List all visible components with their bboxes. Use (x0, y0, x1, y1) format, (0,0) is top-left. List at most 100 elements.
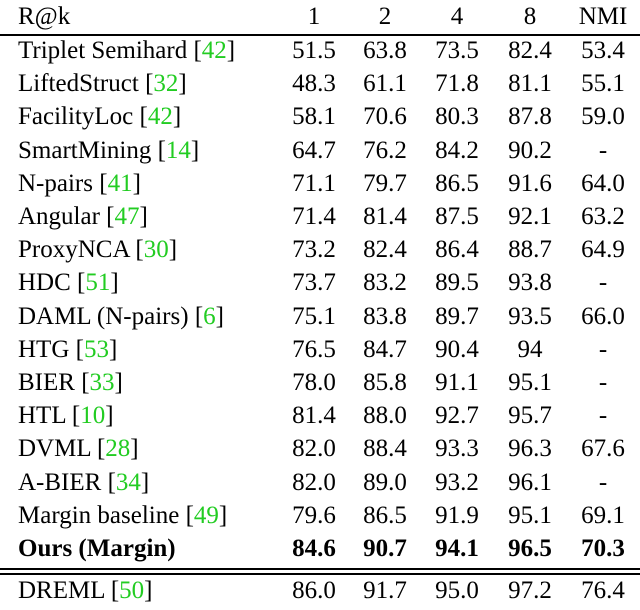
method-name: DVML [28] (18, 435, 139, 463)
table-row: Angular [47] 71.4 81.4 87.5 92.1 63.2 (0, 200, 640, 233)
table-row: LiftedStruct [32] 48.3 61.1 71.8 81.1 55.1 (0, 67, 640, 100)
header-metric: R@k (18, 3, 71, 30)
method-name: N-pairs [41] (18, 169, 141, 197)
value-cell-2: 81.4 (363, 203, 407, 230)
table-row: ProxyNCA [30] 73.2 82.4 86.4 88.7 64.9 (0, 233, 640, 266)
value-cell-2: 86.5 (363, 501, 407, 529)
header-col-nmi: NMI (578, 3, 628, 30)
method-name: Triplet Semihard [42] (18, 37, 236, 64)
header-row: R@k 1 2 4 8 NMI (0, 0, 640, 33)
value-cell-2: 82.4 (363, 236, 407, 264)
value-cell-8: 96.1 (508, 468, 552, 496)
citation-link[interactable]: 42 (201, 37, 227, 64)
method-name: HTG [53] (18, 335, 118, 363)
citation-link[interactable]: 53 (83, 335, 109, 363)
value-cell-nmi: - (598, 468, 608, 496)
value-cell-1: 81.4 (292, 402, 336, 430)
ours-val-2: 90.7 (363, 535, 407, 562)
value-cell-8: 95.1 (508, 369, 552, 396)
ours-row: Ours (Margin) 84.6 90.7 94.1 96.5 70.3 (0, 532, 640, 565)
method-name: Margin baseline [49] (18, 501, 228, 529)
table-row: N-pairs [41] 71.1 79.7 86.5 91.6 64.0 (0, 167, 640, 200)
dreml-val-1: 86.0 (292, 577, 336, 604)
value-cell-1: 82.0 (292, 468, 336, 496)
table-row: HTL [10] 81.4 88.0 92.7 95.7 - (0, 399, 640, 432)
value-cell-1: 75.1 (292, 302, 336, 330)
table-row: BIER [33] 78.0 85.8 91.1 95.1 - (0, 366, 640, 399)
citation-link[interactable]: 42 (147, 103, 173, 131)
value-cell-nmi: - (598, 402, 608, 430)
ours-val-8: 96.5 (508, 535, 552, 562)
value-cell-2: 88.0 (363, 402, 407, 430)
value-cell-8: 90.2 (508, 136, 552, 164)
value-cell-8: 94 (517, 335, 543, 363)
citation-link[interactable]: 10 (80, 402, 106, 430)
citation-link[interactable]: 51 (85, 269, 111, 297)
header-divider (0, 34, 640, 36)
dreml-val-4: 95.0 (435, 577, 479, 604)
value-cell-1: 58.1 (292, 103, 336, 131)
citation-link[interactable]: 50 (119, 577, 145, 604)
dreml-name: DREML [50] (18, 577, 153, 604)
value-cell-2: 61.1 (363, 70, 407, 98)
value-cell-4: 73.5 (435, 37, 479, 64)
value-cell-1: 73.7 (292, 269, 336, 297)
citation-link[interactable]: 32 (153, 70, 179, 98)
value-cell-4: 92.7 (435, 402, 479, 430)
value-cell-4: 84.2 (435, 136, 479, 164)
table-row: A-BIER [34] 82.0 89.0 93.2 96.1 - (0, 466, 640, 499)
value-cell-2: 85.8 (363, 369, 407, 396)
value-cell-8: 93.5 (508, 302, 552, 330)
citation-link[interactable]: 6 (203, 302, 216, 330)
value-cell-4: 71.8 (435, 70, 479, 98)
citation-link[interactable]: 14 (165, 136, 191, 164)
method-name: HDC [51] (18, 269, 119, 297)
citation-link[interactable]: 30 (143, 236, 169, 264)
value-cell-nmi: - (598, 335, 608, 363)
ours-val-1: 84.6 (292, 535, 336, 562)
value-cell-1: 71.4 (292, 203, 336, 230)
value-cell-8: 92.1 (508, 203, 552, 230)
header-col-8: 8 (523, 3, 537, 30)
value-cell-2: 83.2 (363, 269, 407, 297)
value-cell-nmi: 53.4 (581, 37, 625, 64)
table-row: Margin baseline [49] 79.6 86.5 91.9 95.1 69.1 (0, 499, 640, 532)
value-cell-nmi: 63.2 (581, 203, 625, 230)
method-name: SmartMining [14] (18, 136, 200, 164)
header-col-2: 2 (378, 3, 392, 30)
value-cell-2: 70.6 (363, 103, 407, 131)
citation-link[interactable]: 47 (114, 203, 140, 230)
citation-link[interactable]: 33 (89, 369, 115, 396)
ours-name: Ours (Margin) (18, 535, 176, 562)
value-cell-2: 79.7 (363, 169, 407, 197)
citation-link[interactable]: 34 (115, 468, 141, 496)
value-cell-8: 91.6 (508, 169, 552, 197)
citation-link[interactable]: 49 (193, 501, 219, 529)
value-cell-1: 71.1 (292, 169, 336, 197)
table-row: DVML [28] 82.0 88.4 93.3 96.3 67.6 (0, 432, 640, 465)
value-cell-2: 76.2 (363, 136, 407, 164)
value-cell-8: 95.1 (508, 501, 552, 529)
value-cell-4: 93.2 (435, 468, 479, 496)
value-cell-nmi: - (598, 136, 608, 164)
value-cell-4: 93.3 (435, 435, 479, 463)
value-cell-1: 51.5 (292, 37, 336, 64)
value-cell-nmi: 55.1 (581, 70, 625, 98)
citation-link[interactable]: 28 (105, 435, 131, 463)
value-cell-4: 91.9 (435, 501, 479, 529)
dreml-val-nmi: 76.4 (581, 577, 625, 604)
ours-val-nmi: 70.3 (581, 535, 625, 562)
value-cell-8: 87.8 (508, 103, 552, 131)
value-cell-1: 79.6 (292, 501, 336, 529)
citation-link[interactable]: 41 (107, 169, 133, 197)
value-cell-2: 88.4 (363, 435, 407, 463)
value-cell-4: 86.4 (435, 236, 479, 264)
header-col-4: 4 (450, 3, 464, 30)
value-cell-4: 89.7 (435, 302, 479, 330)
value-cell-8: 82.4 (508, 37, 552, 64)
value-cell-nmi: 67.6 (581, 435, 625, 463)
value-cell-1: 64.7 (292, 136, 336, 164)
value-cell-4: 80.3 (435, 103, 479, 131)
value-cell-4: 90.4 (435, 335, 479, 363)
table-row: HDC [51] 73.7 83.2 89.5 93.8 - (0, 266, 640, 299)
